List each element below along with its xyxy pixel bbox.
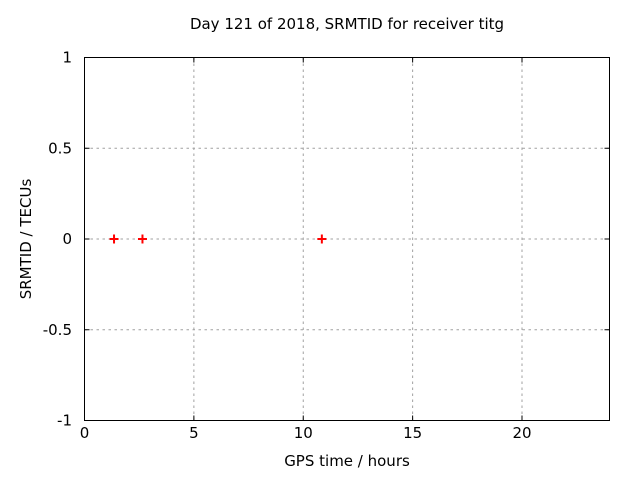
- data-point-marker: [137, 234, 147, 244]
- data-points-layer: [109, 234, 327, 244]
- y-tick-label: 0.5: [48, 139, 72, 157]
- y-tick-label: 1: [62, 49, 72, 67]
- grid-layer: [84, 57, 610, 421]
- data-point-marker: [317, 234, 327, 244]
- x-tick-label: 0: [80, 424, 90, 442]
- x-axis-label: GPS time / hours: [284, 452, 410, 470]
- y-tick-label: -1: [57, 412, 72, 430]
- x-tick-label: 10: [294, 424, 313, 442]
- plot-border: [84, 57, 610, 421]
- y-tick-label: 0: [62, 230, 72, 248]
- axes-layer: [84, 57, 610, 421]
- x-tick-label: 15: [403, 424, 422, 442]
- chart-title: Day 121 of 2018, SRMTID for receiver tit…: [190, 15, 504, 33]
- x-tick-label: 5: [189, 424, 199, 442]
- x-tick-label: 20: [512, 424, 531, 442]
- tick-labels-layer: 0 5 10 15 20 -1 -0.5 0 0.5 1: [43, 49, 532, 443]
- y-tick-label: -0.5: [43, 321, 72, 339]
- y-axis-label: SRMTID / TECUs: [17, 179, 35, 300]
- data-point-marker: [109, 234, 119, 244]
